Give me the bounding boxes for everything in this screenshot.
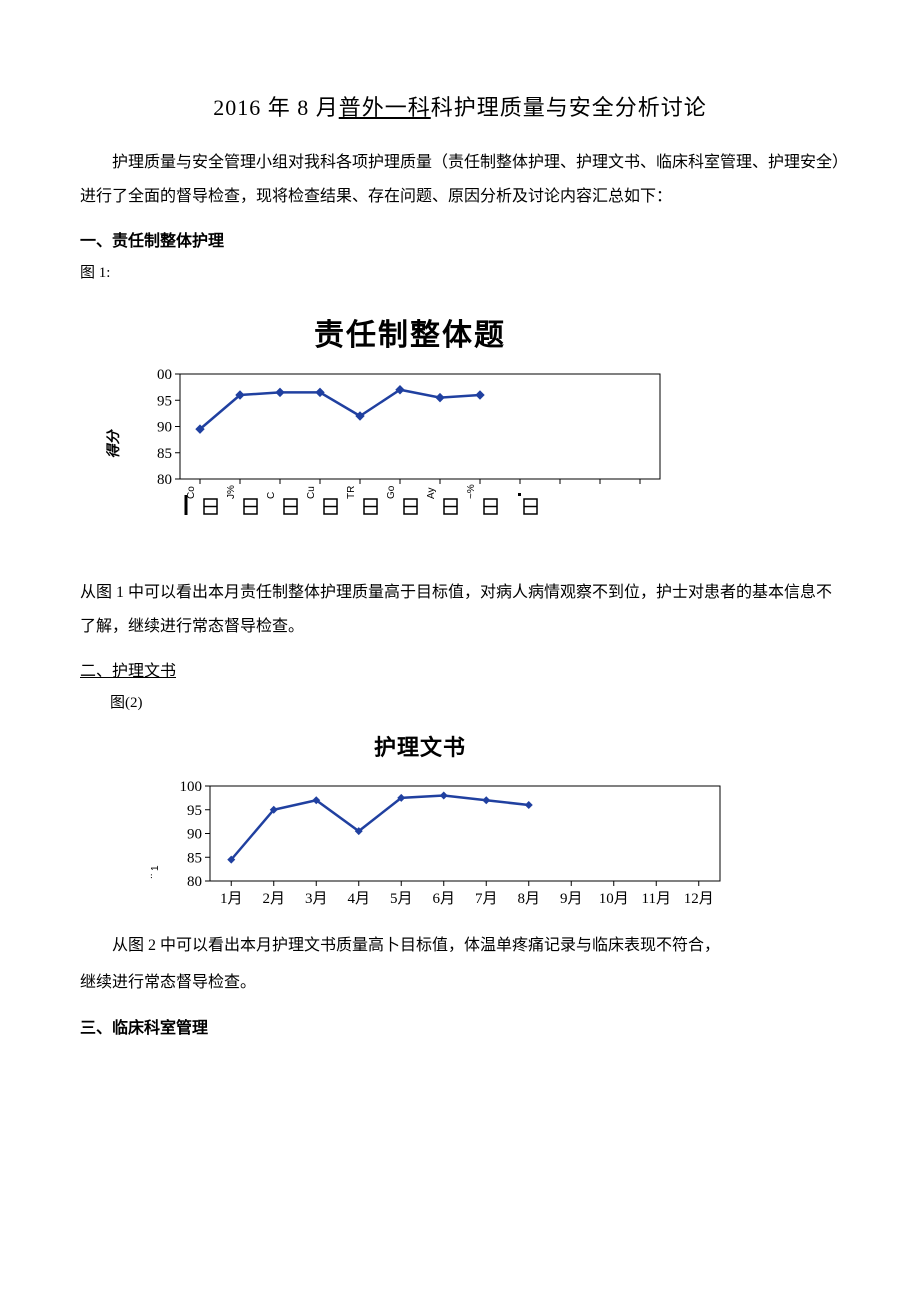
figure-2-label: 图(2) <box>80 691 840 712</box>
section-2-heading: 二、护理文书 <box>80 657 840 681</box>
svg-text:9月: 9月 <box>560 891 583 907</box>
svg-text:C: C <box>266 492 277 499</box>
chart-1-svg: 00 95 90 85 80 得分 Co J% C Cu TR Go Ay ~% <box>90 366 710 546</box>
svg-text:得分: 得分 <box>105 429 122 459</box>
svg-text:90: 90 <box>157 420 172 436</box>
document-page: 2016 年 8 月普外一科科护理质量与安全分析讨论 护理质量与安全管理小组对我… <box>0 0 920 1088</box>
title-underline: 普外一科 <box>339 95 431 120</box>
svg-text:100: 100 <box>180 779 203 795</box>
svg-text:Go: Go <box>386 485 397 499</box>
svg-text:~%: ~% <box>466 484 477 499</box>
figure-1-label: 图 1: <box>80 261 840 282</box>
svg-text:90: 90 <box>187 827 202 843</box>
svg-text:80: 80 <box>157 472 172 488</box>
svg-text:J%: J% <box>226 485 237 499</box>
title-prefix: 2016 年 8 月 <box>213 95 339 120</box>
chart-1-title: 责任制整体题 <box>130 310 690 354</box>
svg-text:95: 95 <box>187 803 202 819</box>
svg-text:85: 85 <box>157 446 172 462</box>
section-3-heading: 三、临床科室管理 <box>80 1014 840 1038</box>
svg-text:1: 1 <box>150 865 161 871</box>
document-title: 2016 年 8 月普外一科科护理质量与安全分析讨论 <box>80 90 840 122</box>
paragraph-after-chart-2b: 继续进行常态督导检查。 <box>80 966 840 1000</box>
svg-text:2月: 2月 <box>262 891 285 907</box>
svg-text:95: 95 <box>157 393 172 409</box>
chart-2-title: 护理文书 <box>140 730 700 762</box>
svg-text:12月: 12月 <box>684 891 714 907</box>
svg-text:4月: 4月 <box>347 891 370 907</box>
svg-text:00: 00 <box>157 367 172 383</box>
intro-paragraph: 护理质量与安全管理小组对我科各项护理质量（责任制整体护理、护理文书、临床科室管理… <box>80 146 840 213</box>
svg-text:Co: Co <box>186 486 197 499</box>
svg-text:1月: 1月 <box>220 891 243 907</box>
svg-text:11月: 11月 <box>642 891 671 907</box>
svg-text:Ay: Ay <box>426 488 437 500</box>
title-suffix: 科护理质量与安全分析讨论 <box>431 95 707 120</box>
svg-text:80: 80 <box>187 874 202 890</box>
svg-text:..: .. <box>144 874 155 880</box>
svg-text:Cu: Cu <box>306 486 317 499</box>
svg-text:6月: 6月 <box>432 891 455 907</box>
svg-text:85: 85 <box>187 851 202 867</box>
svg-text:10月: 10月 <box>599 891 629 907</box>
svg-text:3月: 3月 <box>305 891 328 907</box>
chart-1-block: 责任制整体题 00 95 90 85 80 得分 Co J% C Cu TR Go Ay ~% <box>90 310 840 546</box>
svg-text:7月: 7月 <box>475 891 498 907</box>
section-1-heading: 一、责任制整体护理 <box>80 227 840 251</box>
paragraph-after-chart-2a: 从图 2 中可以看出本月护理文书质量高卜目标值，体温单疼痛记录与临床表现不符合， <box>80 930 840 962</box>
svg-text:8月: 8月 <box>517 891 540 907</box>
svg-text:5月: 5月 <box>390 891 413 907</box>
svg-text:TR: TR <box>346 486 357 499</box>
chart-2-svg: 100 95 90 85 80 1.. 1月 2月 3月 4月 5月 6月 7月 8月 9月 10月 11月 12… <box>140 778 760 928</box>
chart-2-block: 护理文书 100 95 90 85 80 1.. 1月 2月 3月 4月 5月 6月 7月 8月 9月 10月… <box>140 730 840 928</box>
paragraph-after-chart-1: 从图 1 中可以看出本月责任制整体护理质量高于目标值，对病人病情观察不到位，护士… <box>80 576 840 643</box>
